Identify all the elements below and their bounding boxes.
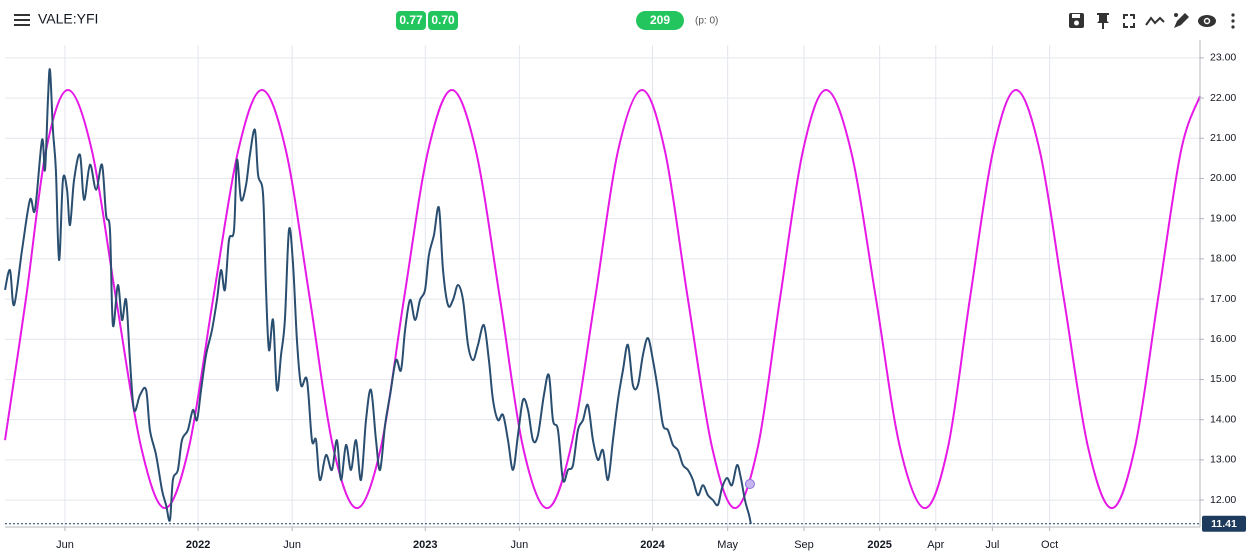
visibility-button[interactable] — [1198, 15, 1216, 27]
pin-button[interactable] — [1097, 13, 1109, 29]
x-tick-label: 2024 — [640, 539, 665, 551]
x-tick-label: 2023 — [413, 539, 437, 551]
badge — [428, 11, 458, 30]
x-tick-label: May — [717, 539, 738, 551]
grid-layer — [5, 45, 1200, 527]
x-tick-label: Oct — [1041, 539, 1058, 551]
draw-icon-dot — [1174, 13, 1178, 17]
badge — [396, 11, 426, 30]
more-button[interactable] — [1231, 13, 1235, 29]
menu-button[interactable] — [14, 14, 30, 26]
y-tick-label: 12.00 — [1210, 494, 1236, 506]
plot-layer — [4, 68, 1201, 525]
dot — [1231, 19, 1235, 23]
badge-text: 0.77 — [399, 13, 423, 27]
y-tick-label: 19.00 — [1210, 212, 1236, 224]
y-tick-label: 16.00 — [1210, 333, 1236, 345]
x-tick-label: 2025 — [867, 539, 891, 551]
x-tick-label: Jun — [283, 539, 301, 551]
eye-pupil — [1205, 19, 1209, 23]
y-tick-label: 13.00 — [1210, 454, 1236, 466]
current-point — [744, 478, 755, 489]
series-line — [4, 89, 1201, 510]
compare-icon — [1145, 16, 1165, 26]
pin-icon — [1097, 13, 1109, 29]
y-tick-label: 21.00 — [1210, 132, 1236, 144]
menu-bar — [14, 14, 30, 16]
x-tick-label: Apr — [927, 539, 944, 551]
y-tick-label: 18.00 — [1210, 253, 1236, 265]
badge-text: 0.70 — [431, 13, 455, 27]
axis-layer: 12.00 13.00 14.00 15.00 16.00 17.00 18.00 19.00… — [5, 40, 1246, 551]
menu-bar — [14, 24, 30, 26]
count-text: 209 — [650, 13, 670, 27]
x-tick-label: Jun — [56, 539, 74, 551]
y-tick-label: 22.00 — [1210, 92, 1236, 104]
y-tick-label: 23.00 — [1210, 52, 1236, 64]
draw-icon — [1174, 13, 1189, 28]
last-price-box — [1202, 515, 1246, 532]
y-tick-label: 20.00 — [1210, 172, 1236, 184]
dot — [1231, 25, 1235, 29]
x-tick-label: Jul — [985, 539, 999, 551]
save-button[interactable] — [1069, 13, 1084, 28]
symbol[interactable]: VALE:YFI — [38, 11, 98, 27]
draw-button[interactable] — [1174, 13, 1189, 28]
fullscreen-button[interactable] — [1123, 14, 1135, 28]
compare-button[interactable] — [1145, 16, 1165, 26]
x-tick-label: 2022 — [186, 539, 210, 551]
series-line — [4, 68, 752, 524]
menu-bar — [14, 19, 30, 21]
fullscreen-icon — [1123, 14, 1135, 28]
status-text: (p: 0) — [695, 16, 718, 27]
x-tick-label: Jun — [510, 539, 528, 551]
save-icon-slot — [1072, 14, 1080, 18]
y-tick-label: 17.00 — [1210, 293, 1236, 305]
last-price-label: 11.41 — [1211, 518, 1237, 530]
y-tick-label: 15.00 — [1210, 373, 1236, 385]
y-tick-label: 14.00 — [1210, 413, 1236, 425]
toolbar: VALE:YFI 0.77 0.70 209 (p: 0) — [14, 11, 1235, 30]
x-tick-label: Sep — [794, 539, 814, 551]
save-icon-dot — [1074, 20, 1079, 26]
dot — [1231, 13, 1235, 17]
count-badge — [636, 11, 684, 30]
